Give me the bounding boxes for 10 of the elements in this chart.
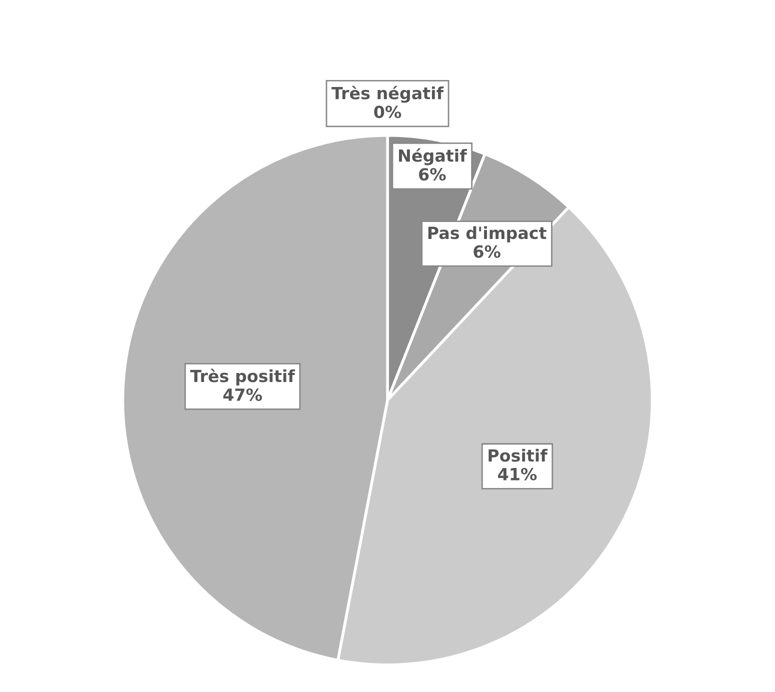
data-label: 41% bbox=[498, 468, 537, 480]
slice-label: Pas d'impact bbox=[428, 226, 546, 242]
text: 0% bbox=[374, 106, 402, 118]
slice-label: Positif bbox=[488, 448, 548, 462]
data-label: 6% bbox=[474, 245, 500, 258]
category-label: Très négatif bbox=[332, 86, 444, 103]
data-label: 6% bbox=[419, 168, 446, 181]
data-label: 47% bbox=[223, 388, 262, 401]
slice-label: Très positif bbox=[190, 368, 296, 386]
slice-label: Négatif bbox=[399, 148, 467, 166]
